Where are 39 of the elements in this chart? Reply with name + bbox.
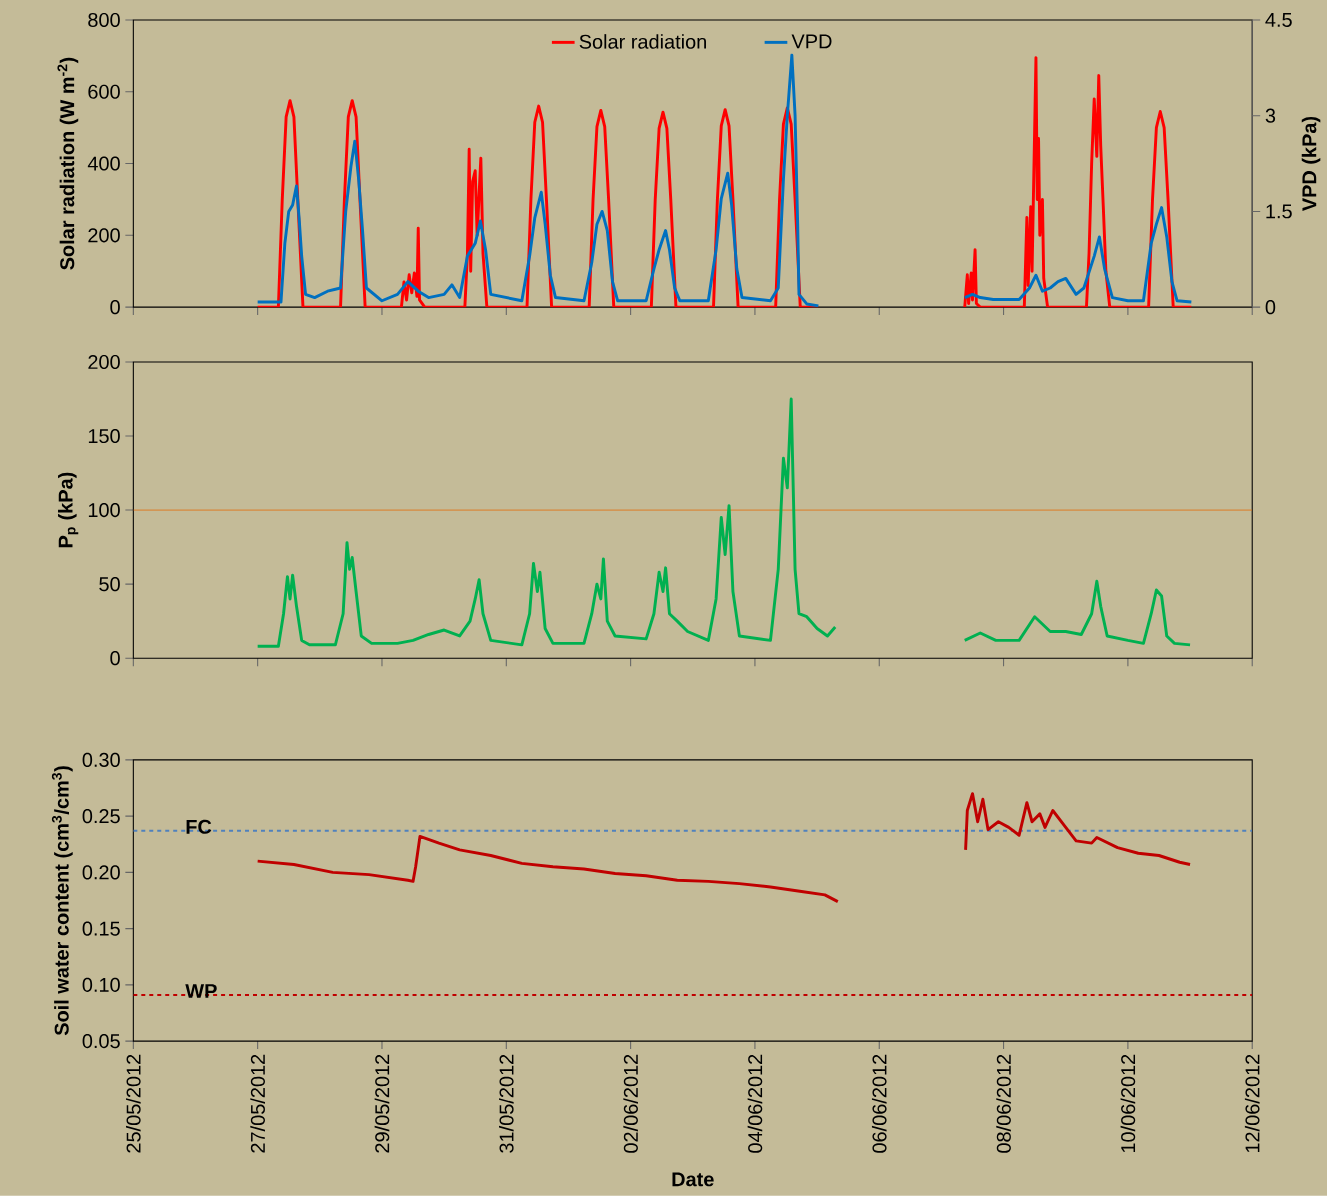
x-tick-label: 12/06/2012 (1244, 1054, 1260, 1153)
y-axis-title: P$_{p}$ (kPa) (58, 472, 79, 548)
y-tick-label: 800 (88, 13, 120, 28)
y-tick-label: 600 (88, 84, 120, 99)
x-tick-label: 10/06/2012 (1120, 1054, 1136, 1153)
x-tick-label: 27/05/2012 (250, 1054, 265, 1153)
x-tick-label: 06/06/2012 (871, 1054, 887, 1153)
y-tick-label: 50 (99, 577, 120, 592)
legend-label: Solar radiation (579, 34, 706, 49)
y-axis-title: Solar radiation (W m$^{-2}$) (57, 57, 79, 270)
y-tick-label: 0.15 (82, 921, 120, 936)
y-tick-label: 0.10 (82, 977, 120, 993)
x-tick-label: 25/05/2012 (126, 1054, 141, 1153)
y-tick-label: 200 (88, 355, 120, 370)
ref-line-label: WP (185, 984, 217, 999)
y-tick-label: 0 (110, 651, 120, 666)
y-tick-label: 0.25 (82, 809, 120, 824)
y-tick-label: 200 (88, 228, 120, 243)
x-tick-label: 08/06/2012 (996, 1054, 1011, 1153)
y2-tick-label: 3 (1265, 108, 1276, 123)
y-tick-label: 100 (88, 503, 120, 518)
y-tick-label: 150 (88, 429, 120, 444)
y-tick-label: 0.30 (82, 752, 120, 768)
ref-line-label: FC (186, 819, 212, 834)
y-tick-label: 0.05 (82, 1034, 120, 1049)
x-tick-label: 02/06/2012 (623, 1054, 638, 1153)
y2-tick-label: 0 (1265, 300, 1276, 315)
y2-tick-label: 4.5 (1265, 13, 1292, 28)
legend-label: VPD (791, 34, 832, 49)
x-axis-title: Date (672, 1172, 714, 1187)
y-tick-label: 0 (110, 300, 120, 315)
y-tick-label: 400 (87, 156, 120, 171)
y2-axis-title: VPD (kPa) (1301, 117, 1321, 212)
x-tick-label: 04/06/2012 (747, 1054, 763, 1153)
y-axis-title: Soil water content (cm$^{3}$/cm$^{3}$) (51, 766, 73, 1036)
x-tick-label: 31/05/2012 (498, 1054, 514, 1154)
x-tick-label: 29/05/2012 (374, 1054, 390, 1153)
y-tick-label: 0.20 (82, 865, 120, 880)
y2-tick-label: 1.5 (1266, 204, 1292, 219)
